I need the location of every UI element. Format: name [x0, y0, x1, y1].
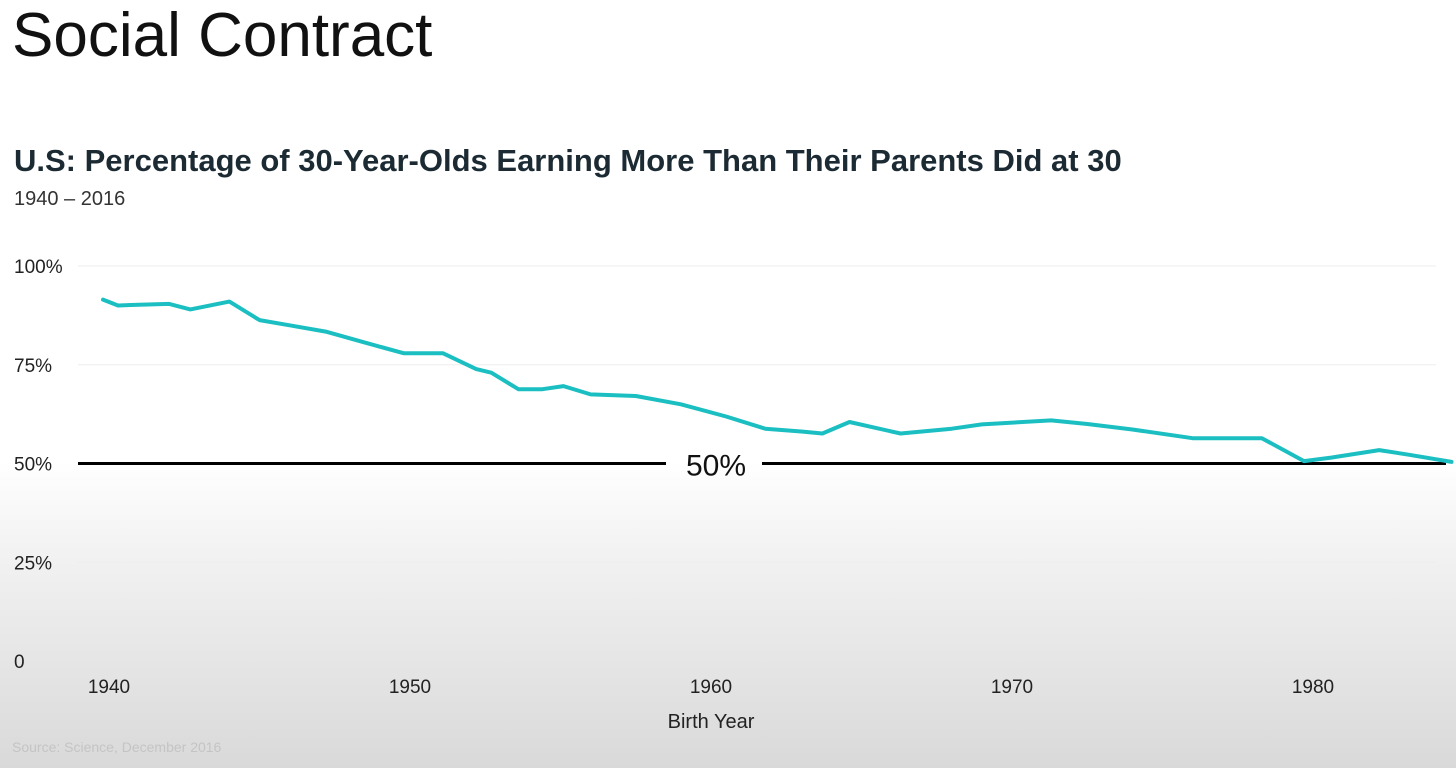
y-tick-label: 50%	[14, 455, 52, 476]
x-tick-label: 1940	[88, 677, 130, 698]
reference-line-group: 50%	[78, 450, 1446, 483]
x-tick-label: 1960	[690, 677, 732, 698]
gridlines	[78, 265, 1436, 563]
chart-title: U.S: Percentage of 30-Year-Olds Earning …	[14, 143, 1122, 178]
y-tick-label: 100%	[14, 257, 63, 278]
x-axis-label: Birth Year	[668, 711, 755, 733]
x-axis-ticks: 1940 1950 1960 1970 1980	[88, 677, 1334, 698]
x-tick-label: 1950	[389, 677, 431, 698]
series-line-0	[101, 297, 1454, 464]
x-tick-label: 1970	[991, 677, 1033, 698]
y-tick-label: 25%	[14, 553, 52, 574]
chart-subtitle: 1940 – 2016	[14, 188, 126, 210]
source-note: Source: Science, December 2016	[12, 739, 222, 755]
y-tick-label: 0	[14, 652, 25, 673]
y-tick-label: 75%	[14, 356, 52, 377]
y-axis-ticks: 0 25% 50% 75% 100%	[14, 257, 63, 673]
x-tick-label: 1980	[1292, 677, 1334, 698]
reference-line-label: 50%	[686, 450, 746, 483]
slide-title: Social Contract	[12, 1, 433, 70]
series-group	[101, 297, 1454, 464]
